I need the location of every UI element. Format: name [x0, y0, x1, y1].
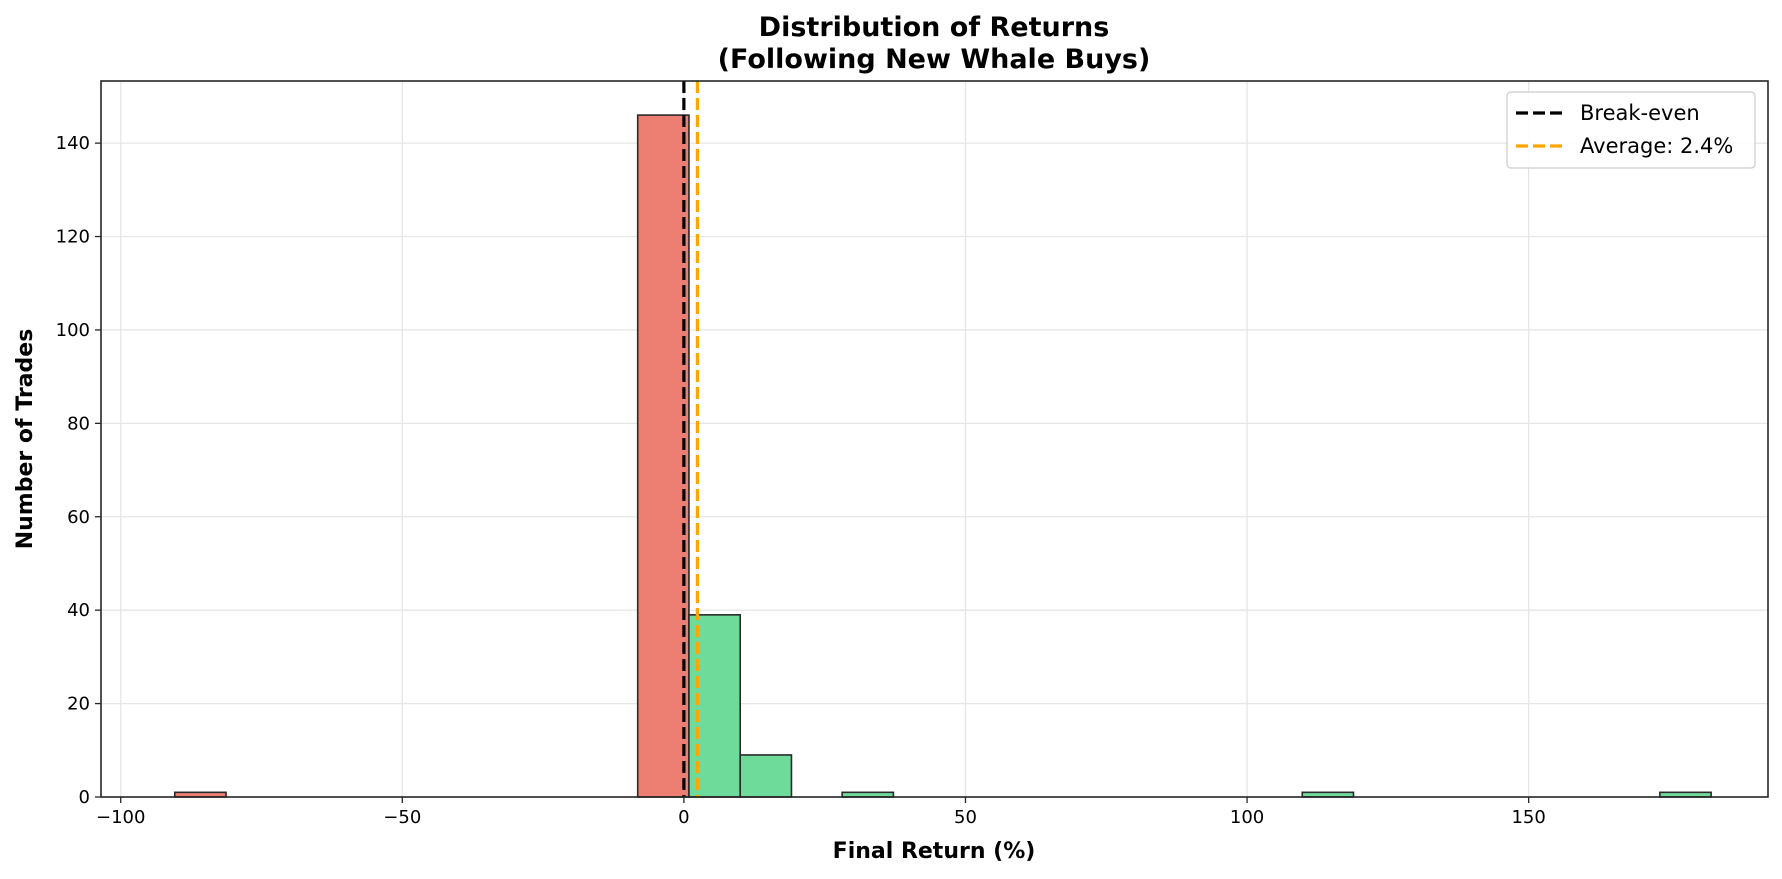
x-tick-label: 50 — [954, 807, 977, 828]
y-tick-label: 0 — [79, 787, 90, 808]
y-axis-label: Number of Trades — [13, 329, 38, 550]
y-axis-ticks: 0 20 40 60 80 100 120 140 — [56, 133, 101, 808]
histogram-bar-gain — [739, 754, 793, 798]
histogram-bar-loss — [636, 114, 690, 798]
histogram-bars — [173, 114, 1712, 798]
reference-lines — [682, 81, 700, 797]
chart-title-line-1: Distribution of Returns — [759, 12, 1110, 43]
x-tick-label: 150 — [1511, 807, 1545, 828]
y-tick-label: 140 — [56, 133, 90, 154]
y-tick-label: 80 — [67, 413, 90, 434]
y-tick-label: 60 — [67, 507, 90, 528]
legend-box — [1506, 91, 1756, 169]
x-tick-label: 0 — [678, 807, 689, 828]
x-tick-label: 100 — [1230, 807, 1264, 828]
chart-title-line-2: (Following New Whale Buys) — [718, 44, 1151, 75]
y-tick-label: 40 — [67, 600, 90, 621]
x-axis-ticks: −100 −50 0 50 100 150 — [96, 797, 1546, 828]
x-axis-label: Final Return (%) — [833, 839, 1036, 864]
legend-average-label: Average: 2.4% — [1580, 134, 1733, 158]
y-tick-label: 100 — [56, 320, 90, 341]
x-tick-label: −100 — [96, 807, 145, 828]
y-tick-label: 120 — [56, 227, 90, 248]
legend: Break-even Average: 2.4% — [1506, 91, 1756, 169]
legend-break-even-label: Break-even — [1580, 101, 1700, 125]
y-tick-label: 20 — [67, 694, 90, 715]
plot-area-frame — [100, 80, 1769, 798]
x-tick-label: −50 — [383, 807, 421, 828]
grid-lines — [101, 81, 1768, 798]
